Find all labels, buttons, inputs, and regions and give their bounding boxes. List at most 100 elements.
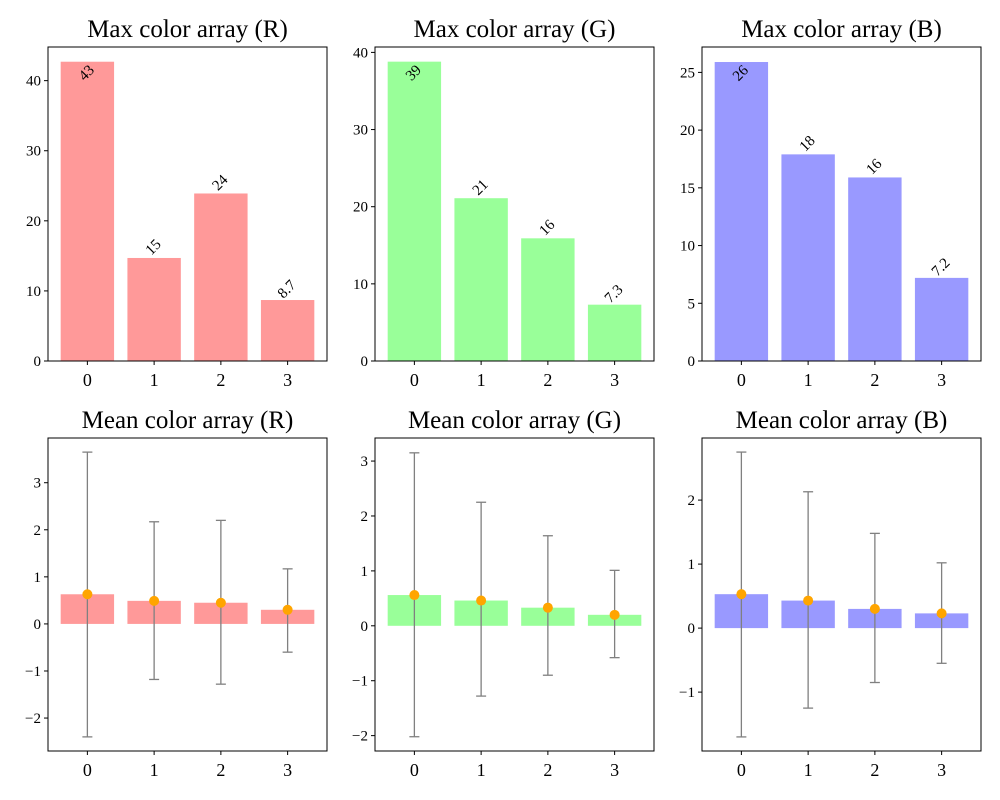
bar-2 (848, 177, 902, 361)
chart-panel-3: −2 −1 0 1 2 3 0 1 2 3 Mean color array (R) (25, 407, 328, 780)
xtick-label: 1 (804, 760, 813, 780)
bar-0 (60, 61, 115, 361)
xtick-label: 0 (737, 760, 746, 780)
bar-1 (454, 198, 508, 361)
mean-marker-0 (736, 589, 747, 600)
ytick-label: 30 (353, 123, 368, 139)
xtick-label: 2 (543, 760, 552, 780)
mean-marker-2 (542, 602, 553, 613)
ytick-label: 1 (34, 570, 42, 586)
bar-label-1: 15 (143, 237, 165, 259)
bar-label-3: 8.7 (275, 277, 300, 302)
bar-1 (781, 154, 835, 361)
xtick-label: 2 (870, 370, 879, 390)
ytick-label: 20 (680, 123, 695, 139)
ytick-label: 40 (353, 45, 368, 61)
ytick-label: 3 (34, 476, 42, 492)
xtick-label: 3 (610, 370, 619, 390)
ytick-label: 0 (361, 619, 369, 635)
mean-marker-1 (149, 595, 160, 606)
xtick-label: 3 (283, 760, 292, 780)
bar-0 (714, 62, 769, 361)
ytick-label: 30 (26, 144, 41, 160)
bar-label-2: 16 (864, 156, 886, 178)
ytick-label: 1 (361, 564, 369, 580)
ytick-label: 2 (688, 493, 696, 509)
ytick-label: 0 (34, 617, 42, 633)
bar-3 (587, 304, 642, 361)
ytick-label: 2 (361, 509, 369, 525)
xtick-label: 1 (150, 370, 159, 390)
ytick-label: 40 (26, 74, 41, 90)
ytick-label: 0 (34, 354, 42, 370)
xtick-label: 0 (410, 760, 419, 780)
bar-2 (194, 193, 248, 361)
bar-label-1: 18 (797, 133, 819, 155)
axes-frame (374, 437, 655, 752)
xtick-label: 1 (477, 760, 486, 780)
ytick-label: −1 (352, 674, 368, 690)
chart-title: Mean color array (G) (408, 407, 621, 434)
ytick-label: −2 (352, 729, 368, 745)
ytick-label: −2 (25, 711, 41, 727)
ytick-label: 10 (26, 284, 41, 300)
ytick-label: 25 (680, 65, 695, 81)
xtick-label: 3 (937, 760, 946, 780)
chart-title: Mean color array (R) (82, 407, 294, 434)
bar-label-1: 21 (470, 177, 492, 199)
xtick-label: 1 (804, 370, 813, 390)
bar-1 (127, 257, 181, 361)
ytick-label: 10 (680, 239, 695, 255)
xtick-label: 2 (216, 760, 225, 780)
chart-title: Max color array (G) (414, 16, 616, 43)
xtick-label: 0 (410, 370, 419, 390)
xtick-label: 3 (610, 760, 619, 780)
ytick-label: −1 (679, 685, 695, 701)
chart-panel-5: −1 0 1 2 0 1 2 3 Mean color array (B) (679, 407, 982, 780)
xtick-label: 1 (150, 760, 159, 780)
xtick-label: 2 (216, 370, 225, 390)
axes-frame (701, 46, 982, 362)
ytick-label: 5 (688, 296, 696, 312)
bar-0 (387, 61, 442, 361)
axes-frame (47, 46, 328, 362)
ytick-label: 20 (353, 200, 368, 216)
mean-marker-3 (282, 604, 293, 615)
ytick-label: −1 (25, 664, 41, 680)
ytick-label: 10 (353, 277, 368, 293)
xtick-label: 0 (737, 370, 746, 390)
ytick-label: 0 (361, 354, 369, 370)
chart-title: Mean color array (B) (736, 407, 948, 434)
mean-marker-3 (936, 608, 947, 619)
ytick-label: 3 (361, 454, 369, 470)
chart-panel-4: −2 −1 0 1 2 3 0 1 2 3 Mean color array (G) (352, 407, 655, 780)
bar-label-2: 16 (537, 217, 559, 239)
axes-frame (47, 437, 328, 752)
bar-label-3: 7.3 (602, 282, 627, 307)
xtick-label: 3 (283, 370, 292, 390)
ytick-label: 0 (688, 621, 696, 637)
ytick-label: 2 (34, 523, 42, 539)
bar-3 (914, 277, 969, 361)
bar-label-2: 24 (210, 172, 232, 194)
ytick-label: 20 (26, 214, 41, 230)
xtick-label: 0 (83, 760, 92, 780)
mean-marker-2 (215, 597, 226, 608)
bar-label-3: 7.2 (929, 255, 954, 280)
mean-marker-3 (609, 609, 620, 620)
axes-frame (701, 437, 982, 752)
mean-marker-0 (409, 590, 420, 601)
ytick-label: 15 (680, 181, 695, 197)
xtick-label: 3 (937, 370, 946, 390)
xtick-label: 0 (83, 370, 92, 390)
mean-marker-2 (869, 603, 880, 614)
xtick-label: 2 (870, 760, 879, 780)
mean-marker-1 (803, 595, 814, 606)
ytick-label: 1 (688, 557, 696, 573)
xtick-label: 1 (477, 370, 486, 390)
xtick-label: 2 (543, 370, 552, 390)
